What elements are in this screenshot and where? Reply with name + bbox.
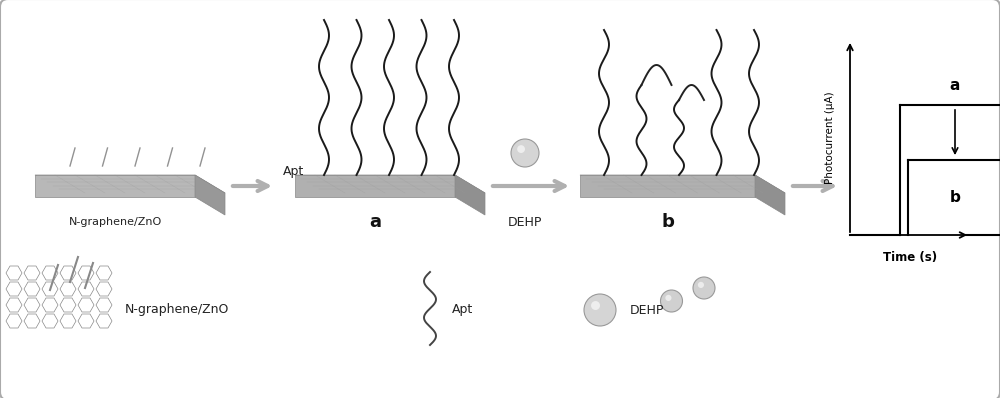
Text: b: b: [661, 213, 674, 231]
Text: b: b: [950, 190, 960, 205]
Text: Photocurrent (μA): Photocurrent (μA): [825, 91, 835, 184]
Circle shape: [591, 301, 600, 310]
Polygon shape: [755, 175, 785, 215]
Text: DEHP: DEHP: [508, 215, 542, 228]
Text: Time (s): Time (s): [883, 250, 937, 263]
Circle shape: [584, 294, 616, 326]
Circle shape: [511, 139, 539, 167]
Circle shape: [517, 145, 525, 153]
Text: DEHP: DEHP: [630, 304, 664, 316]
Text: Apt: Apt: [452, 304, 473, 316]
Polygon shape: [455, 175, 485, 215]
Polygon shape: [295, 175, 485, 193]
Circle shape: [693, 277, 715, 299]
Polygon shape: [35, 175, 225, 193]
Text: a: a: [369, 213, 381, 231]
Text: N-graphene/ZnO: N-graphene/ZnO: [125, 304, 229, 316]
Circle shape: [665, 295, 672, 301]
Polygon shape: [295, 175, 455, 197]
Polygon shape: [580, 175, 785, 193]
Polygon shape: [35, 175, 195, 197]
Text: a: a: [950, 78, 960, 93]
Text: N-graphene/ZnO: N-graphene/ZnO: [68, 217, 162, 227]
Polygon shape: [580, 175, 755, 197]
Circle shape: [698, 282, 704, 288]
Circle shape: [660, 290, 682, 312]
Polygon shape: [195, 175, 225, 215]
Text: Apt: Apt: [283, 165, 304, 178]
